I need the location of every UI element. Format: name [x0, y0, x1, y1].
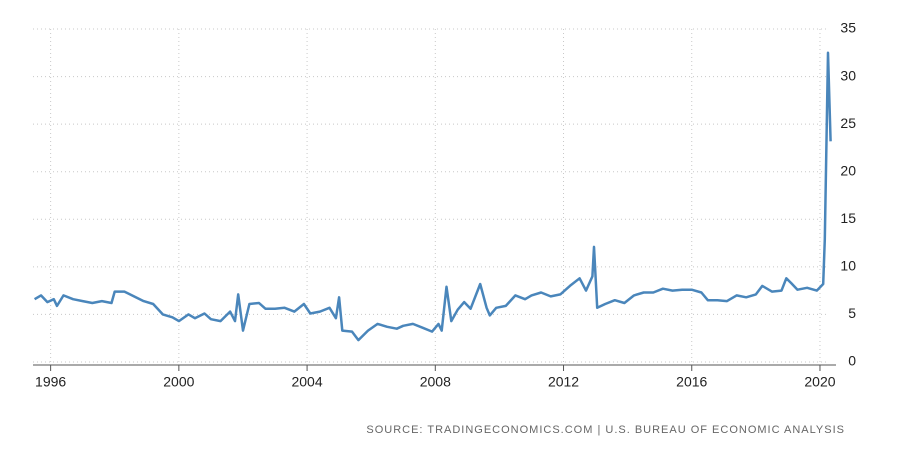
- x-tick-label: 2012: [548, 374, 579, 390]
- y-tick-label: 5: [848, 305, 856, 321]
- x-tick-label: 2004: [291, 374, 322, 390]
- data-line: [33, 51, 832, 342]
- y-tick-label: 0: [848, 353, 856, 369]
- y-tick-label: 25: [840, 115, 856, 131]
- x-tick-label: 2008: [420, 374, 451, 390]
- y-tick-label: 20: [840, 162, 856, 178]
- x-tick-label: 2020: [804, 374, 835, 390]
- y-tick-label: 30: [840, 67, 856, 83]
- y-tick-label: 35: [840, 20, 856, 36]
- x-tick-label: 1996: [35, 374, 66, 390]
- x-tick-label: 2000: [163, 374, 194, 390]
- y-tick-label: 15: [840, 210, 856, 226]
- y-tick-label: 10: [840, 258, 856, 274]
- x-tick-label: 2016: [676, 374, 707, 390]
- source-note: SOURCE: TRADINGECONOMICS.COM | U.S. BURE…: [366, 424, 845, 436]
